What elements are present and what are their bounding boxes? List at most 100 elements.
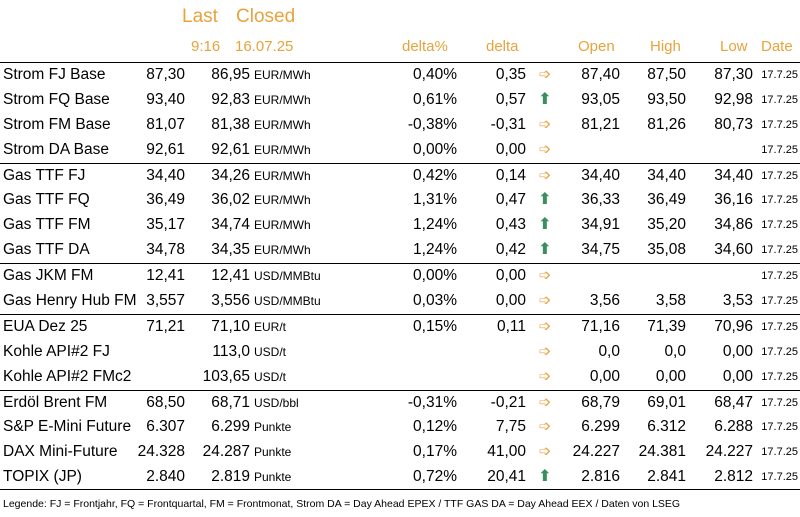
cell-open: 0,0 <box>598 342 620 360</box>
cell-delta-pct: 1,24% <box>413 241 457 259</box>
cell-last: 81,07 <box>146 115 185 133</box>
cell-unit: USD/MMBtu <box>254 269 321 284</box>
table-row: Kohle API#2 FJ 113,0 USD/t 0,0 0,0 0,00 17.7.2… <box>0 340 800 365</box>
cell-low: 70,96 <box>714 317 753 335</box>
cell-last: 87,30 <box>146 66 185 83</box>
cell-open: 6.299 <box>581 418 620 436</box>
cell-delta: 20,41 <box>487 468 526 486</box>
row-name: EUA Dez 25 <box>3 317 88 335</box>
cell-unit: EUR/MWh <box>254 243 311 258</box>
cell-unit: Punkte <box>254 420 292 435</box>
cell-date: 17.7.25 <box>761 270 798 283</box>
cell-high: 0,0 <box>664 342 686 360</box>
row-name: Gas Henry Hub FM <box>3 292 137 310</box>
cell-last: 35,17 <box>146 216 185 234</box>
cell-low: 0,00 <box>722 367 753 385</box>
cell-delta: 41,00 <box>487 443 526 461</box>
cell-open: 68,79 <box>581 393 620 411</box>
cell-low: 0,00 <box>722 342 753 360</box>
cell-date: 17.7.25 <box>761 471 798 484</box>
cell-delta-pct: 0,40% <box>413 66 457 83</box>
row-name: Gas TTF DA <box>3 241 90 259</box>
cell-open: 71,16 <box>581 317 620 335</box>
cell-unit: Punkte <box>254 470 292 485</box>
cell-last: 34,40 <box>146 166 185 184</box>
arrow-right-icon: ➩ <box>538 166 552 184</box>
cell-closed: 34,35 <box>211 241 250 259</box>
cell-high: 2.841 <box>647 468 686 486</box>
header-open: Open <box>578 38 615 55</box>
cell-date: 17.7.25 <box>761 143 798 156</box>
cell-high: 36,49 <box>647 191 686 209</box>
arrow-right-icon: ➩ <box>538 342 552 360</box>
arrow-up-icon: ⬆ <box>538 191 552 209</box>
cell-date: 17.7.25 <box>761 69 798 81</box>
cell-closed: 24.287 <box>202 443 250 461</box>
table-row: Strom DA Base 92,61 92,61 EUR/MWh 0,00% 0,00 1… <box>0 138 800 163</box>
arrow-right-icon: ➩ <box>538 367 552 385</box>
cell-closed: 68,71 <box>211 393 250 411</box>
cell-high: 0,00 <box>655 367 686 385</box>
cell-date: 17.7.25 <box>761 345 798 358</box>
cell-high: 24.381 <box>638 443 686 461</box>
header-date: Date <box>761 38 793 55</box>
cell-high: 35,20 <box>647 216 686 234</box>
cell-delta-pct: 0,42% <box>413 166 457 184</box>
cell-unit: EUR/MWh <box>254 193 311 208</box>
cell-low: 2.812 <box>714 468 753 486</box>
arrow-right-icon: ➩ <box>538 115 552 133</box>
table-row: Gas TTF FQ 36,49 36,02 EUR/MWh 1,31% 0,47 36,3… <box>0 188 800 213</box>
cell-unit: USD/MMBtu <box>254 294 321 309</box>
legend-text: Legende: FJ = Frontjahr, FQ = Frontquart… <box>3 498 681 510</box>
cell-last: 93,40 <box>146 90 185 108</box>
table-row: Gas TTF FJ 34,40 34,26 EUR/MWh 0,42% 0,14 34,4… <box>0 162 800 189</box>
cell-open: 81,21 <box>581 115 620 133</box>
cell-last: 24.328 <box>137 443 185 461</box>
cell-low: 3,53 <box>722 292 753 310</box>
cell-last: 71,21 <box>146 317 185 335</box>
cell-date: 17.7.25 <box>761 320 798 333</box>
cell-low: 24.227 <box>705 443 753 461</box>
cell-last: 3,557 <box>146 292 185 310</box>
cell-low: 68,47 <box>714 393 753 411</box>
cell-delta: 7,75 <box>495 418 526 436</box>
cell-high: 87,50 <box>647 66 686 83</box>
cell-delta-pct: 0,00% <box>413 267 457 285</box>
cell-delta-pct: 0,00% <box>413 140 457 158</box>
cell-last: 6.307 <box>146 418 185 436</box>
cell-unit: EUR/MWh <box>254 117 311 132</box>
table-row: Gas TTF FM 35,17 34,74 EUR/MWh 1,24% 0,43 34,9… <box>0 213 800 238</box>
arrow-right-icon: ➩ <box>538 317 552 335</box>
row-name: Strom FM Base <box>3 115 111 133</box>
cell-low: 34,60 <box>714 241 753 259</box>
arrow-right-icon: ➩ <box>538 140 552 158</box>
arrow-up-icon: ⬆ <box>538 468 552 486</box>
cell-last: 36,49 <box>146 191 185 209</box>
cell-closed: 34,74 <box>211 216 250 234</box>
cell-delta-pct: 1,24% <box>413 216 457 234</box>
header-closed: Closed <box>236 6 296 27</box>
cell-date: 17.7.25 <box>761 118 798 131</box>
arrow-up-icon: ⬆ <box>538 241 552 259</box>
cell-high: 6.312 <box>647 418 686 436</box>
cell-low: 6.288 <box>714 418 753 436</box>
cell-closed: 71,10 <box>211 317 250 335</box>
arrow-right-icon: ➩ <box>538 443 552 461</box>
table-row: Gas Henry Hub FM 3,557 3,556 USD/MMBtu 0,03%… <box>0 289 800 314</box>
arrow-up-icon: ⬆ <box>538 90 552 108</box>
header-high: High <box>650 38 681 55</box>
cell-high: 71,39 <box>647 317 686 335</box>
market-data-table: Strom FJ Base 87,30 86,95 EUR/MWh 0,40% 0,35 8… <box>0 62 800 490</box>
cell-delta: 0,35 <box>495 66 526 83</box>
cell-delta: -0,21 <box>490 393 526 411</box>
cell-delta: 0,00 <box>495 267 526 285</box>
cell-closed: 103,65 <box>202 367 250 385</box>
row-name: Gas TTF FQ <box>3 191 90 209</box>
cell-low: 36,16 <box>714 191 753 209</box>
cell-date: 17.7.25 <box>761 295 798 308</box>
table-row: Strom FJ Base 87,30 86,95 EUR/MWh 0,40% 0,35 8… <box>0 62 800 88</box>
cell-date: 17.7.25 <box>761 421 798 434</box>
cell-delta: 0,14 <box>495 166 526 184</box>
row-name: Strom FJ Base <box>3 66 106 83</box>
cell-last: 92,61 <box>146 140 185 158</box>
